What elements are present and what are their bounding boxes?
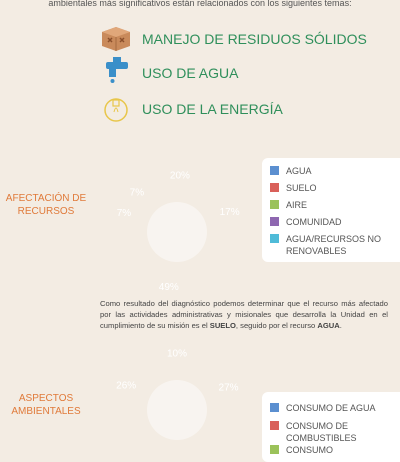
legend-label: SUELO: [286, 183, 317, 193]
legend-label: AGUA/RECURSOS NO RENOVABLES: [286, 234, 382, 256]
box-icon: [102, 27, 130, 51]
legend-swatch: [270, 403, 279, 412]
bulb-icon: [104, 98, 128, 122]
data-label: 7%: [130, 187, 145, 198]
data-label: 49%: [159, 282, 179, 293]
paragraph-part: SUELO: [209, 321, 236, 330]
legend-swatch: [270, 217, 279, 226]
legend: AGUA SUELO AIRE COMUNIDAD AGUA/RECURSOS NO R…: [262, 158, 400, 262]
legend-label: AIRE: [286, 200, 308, 210]
chart-title: AFECTACIÓN DE RECURSOS: [5, 193, 87, 217]
topic: USO DE LA ENERGÍA: [142, 101, 283, 117]
legend-swatch: [270, 421, 279, 430]
legend-swatch: [270, 183, 279, 192]
data-label: 10%: [167, 348, 187, 359]
faucet-icon: [106, 57, 128, 83]
legend-swatch: [270, 200, 279, 209]
legend-label: COMUNIDAD: [286, 217, 342, 227]
legend-swatch: [270, 234, 279, 243]
pie-center: [147, 380, 207, 440]
paragraph-part: .: [339, 321, 342, 330]
topic-icons: [102, 27, 130, 122]
legend-label: AGUA: [286, 166, 312, 176]
chart-title: ASPECTOS AMBIENTALES: [11, 393, 81, 417]
data-label: 26%: [116, 381, 136, 392]
paragraph-part: , seguido por el recurso: [235, 321, 318, 330]
pie-center: [147, 202, 207, 262]
data-label: 17%: [220, 207, 240, 218]
legend-label: CONSUMO DE AGUA: [286, 403, 376, 413]
intro: ambientales más significativos están rel…: [48, 0, 352, 8]
paragraph-part: Como resultado del diagnóstico podemos d…: [100, 299, 388, 330]
data-label: 7%: [117, 208, 132, 219]
data-label: 20%: [170, 171, 190, 182]
legend-label: CONSUMO DE COMBUSTIBLES: [286, 421, 357, 443]
page: ambientales más significativos están rel…: [5, 0, 400, 462]
paragraph-part: AGUA: [317, 321, 340, 330]
legend-swatch: [270, 166, 279, 175]
pie-charts: 17% 49% 7% 7% 20% 27% 26% 10%: [116, 171, 240, 440]
data-label: 27%: [219, 382, 239, 393]
topic: USO DE AGUA: [142, 65, 239, 81]
topic: MANEJO DE RESIDUOS SÓLIDOS: [142, 31, 367, 47]
paragraph: Como resultado del diagnóstico podemos d…: [100, 298, 388, 331]
